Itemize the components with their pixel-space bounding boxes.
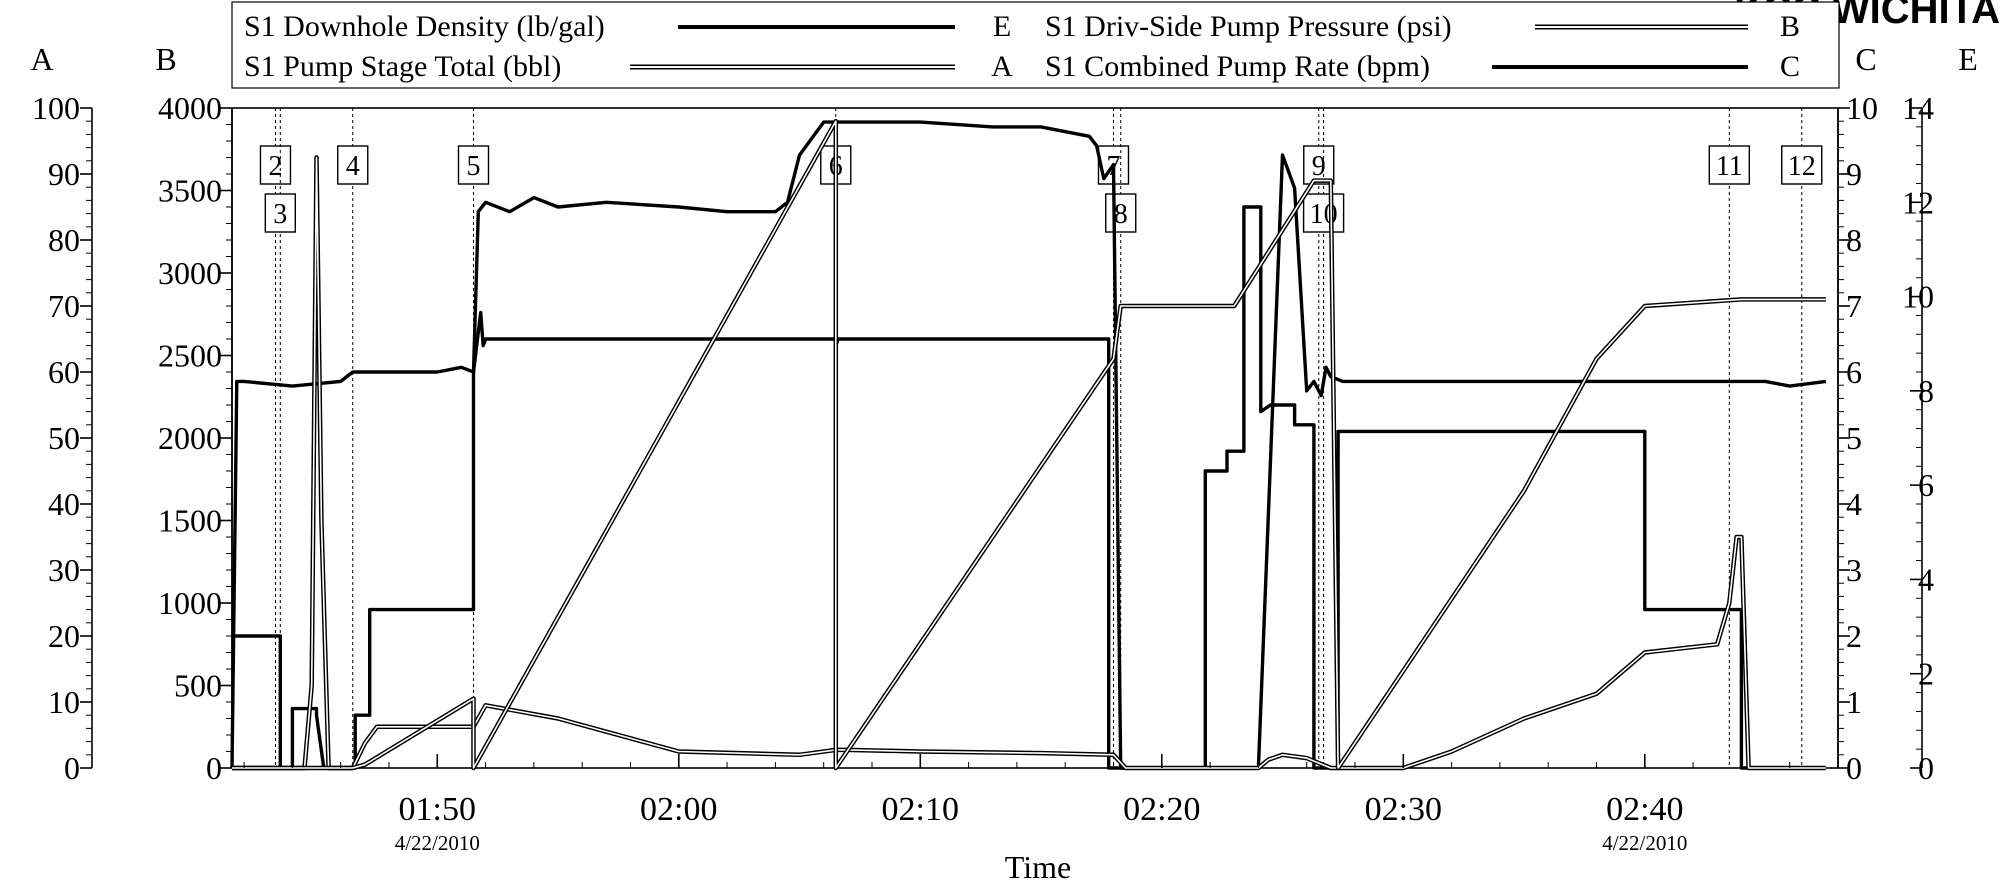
axis-B-tick-label: 3000 (158, 255, 222, 291)
axis-C-tick-label: 6 (1846, 354, 1862, 390)
axis-E-tick-label: 0 (1918, 750, 1934, 786)
axis-E-tick-label: 10 (1902, 279, 1934, 315)
axis-B-title: B (155, 41, 176, 77)
x-axis-tick-date: 4/22/2010 (395, 831, 480, 855)
event-label-box (337, 145, 369, 185)
axis-A-tick-label: 80 (48, 222, 80, 258)
axis-B-tick-label: 3500 (158, 173, 222, 209)
axis-E-tick-label: 14 (1902, 90, 1934, 126)
axis-C-tick-label: 5 (1846, 420, 1862, 456)
event-label: 4 (346, 151, 360, 182)
axis-A-tick-label: 100 (32, 90, 80, 126)
axis-C-tick-label: 4 (1846, 486, 1862, 522)
axis-A-tick-label: 30 (48, 552, 80, 588)
axis-B-tick-label: 4000 (158, 90, 222, 126)
event-label-box (1781, 145, 1823, 185)
axis-A-tick-label: 10 (48, 684, 80, 720)
event-label: 2 (268, 151, 282, 182)
event-label-box (1105, 193, 1137, 233)
axis-E-tick-label: 2 (1918, 656, 1934, 692)
series-line-outline (232, 118, 1826, 771)
event-label-box (264, 193, 297, 233)
axis-E-tick-label: 12 (1902, 184, 1934, 220)
event-label: 5 (467, 151, 481, 182)
axis-B-tick-label: 2000 (158, 420, 222, 456)
event-label: 3 (273, 199, 287, 230)
axes: 0102030405060708090100050010001500200025… (32, 90, 1934, 786)
series-line (232, 205, 1826, 770)
axis-C-tick-label: 2 (1846, 618, 1862, 654)
axis-B-tick-label: 1500 (158, 503, 222, 539)
legend-axis-letter: C (1780, 50, 1800, 83)
axis-E-tick-label: 8 (1918, 373, 1934, 409)
event-label-box (457, 145, 490, 185)
legend-axis-letter: B (1780, 10, 1800, 43)
series-line-inner (232, 120, 1826, 769)
x-axis-tick-date: 4/22/2010 (1602, 831, 1687, 855)
axis-C-title: C (1855, 41, 1876, 77)
series-line-inner (232, 156, 1826, 769)
axis-A-tick-label: 40 (48, 486, 80, 522)
event-label-box (1302, 193, 1345, 233)
x-axis-tick-label: 02:40 (1606, 791, 1683, 828)
x-axis-tick-label: 02:10 (882, 791, 959, 828)
legend-axis-letter: E (993, 10, 1011, 43)
x-axis-tick-label: 02:30 (1365, 791, 1442, 828)
axis-A-title: A (30, 41, 53, 77)
event-label: 9 (1312, 151, 1326, 182)
series-line (230, 120, 1827, 770)
axis-C-tick-label: 0 (1846, 750, 1862, 786)
axis-A-tick-label: 70 (48, 288, 80, 324)
axis-A-tick-label: 50 (48, 420, 80, 456)
legend-entry-label: S1 Combined Pump Rate (bpm) (1045, 50, 1430, 83)
event-label-box (1708, 145, 1751, 185)
axis-B-tick-label: 0 (206, 750, 222, 786)
x-axis-tick-label: 02:20 (1123, 791, 1200, 828)
axis-B-tick-label: 1000 (158, 585, 222, 621)
legend: S1 Downhole Density (lb/gal) E S1 Driv-Sid… (231, 1, 1840, 89)
legend-entry-label: S1 Pump Stage Total (bbl) (244, 50, 561, 83)
axis-E-tick-label: 4 (1918, 561, 1934, 597)
legend-entry-label: S1 Driv-Side Pump Pressure (psi) (1045, 10, 1452, 43)
legend-entry-label: S1 Downhole Density (lb/gal) (244, 10, 605, 43)
event-label: 11 (1716, 151, 1743, 182)
event-label-box (1303, 145, 1335, 185)
event-label: 8 (1114, 199, 1128, 230)
x-axis-title: Time (1005, 849, 1071, 884)
event-label-box (259, 145, 292, 185)
legend-axis-letter: A (991, 50, 1013, 83)
series-line-outline (232, 155, 1826, 771)
axis-E-tick-label: 6 (1918, 467, 1934, 503)
axis-A-tick-label: 0 (64, 750, 80, 786)
x-axis-tick-label: 01:50 (399, 791, 476, 828)
x-axis: 01:50 4/22/2010 02:00 02:10 02:20 02:30 02:40 4… (243, 754, 1839, 884)
x-axis-tick-label: 02:00 (640, 791, 717, 828)
event-label: 12 (1788, 151, 1816, 182)
axis-B-tick-label: 500 (174, 668, 222, 704)
axis-C-tick-label: 3 (1846, 552, 1862, 588)
axis-A-tick-label: 60 (48, 354, 80, 390)
axis-C-tick-label: 1 (1846, 684, 1862, 720)
axis-C-tick-label: 10 (1846, 90, 1878, 126)
axis-B-tick-label: 2500 (158, 338, 222, 374)
axis-A-tick-label: 20 (48, 618, 80, 654)
legend-frame (231, 1, 1840, 89)
axis-C-tick-label: 7 (1846, 288, 1862, 324)
axis-E-title: E (1958, 41, 1978, 77)
series-group (230, 118, 1827, 771)
axis-C-tick-label: 8 (1846, 222, 1862, 258)
axis-C-tick-label: 9 (1846, 156, 1862, 192)
axis-A-tick-label: 90 (48, 156, 80, 192)
